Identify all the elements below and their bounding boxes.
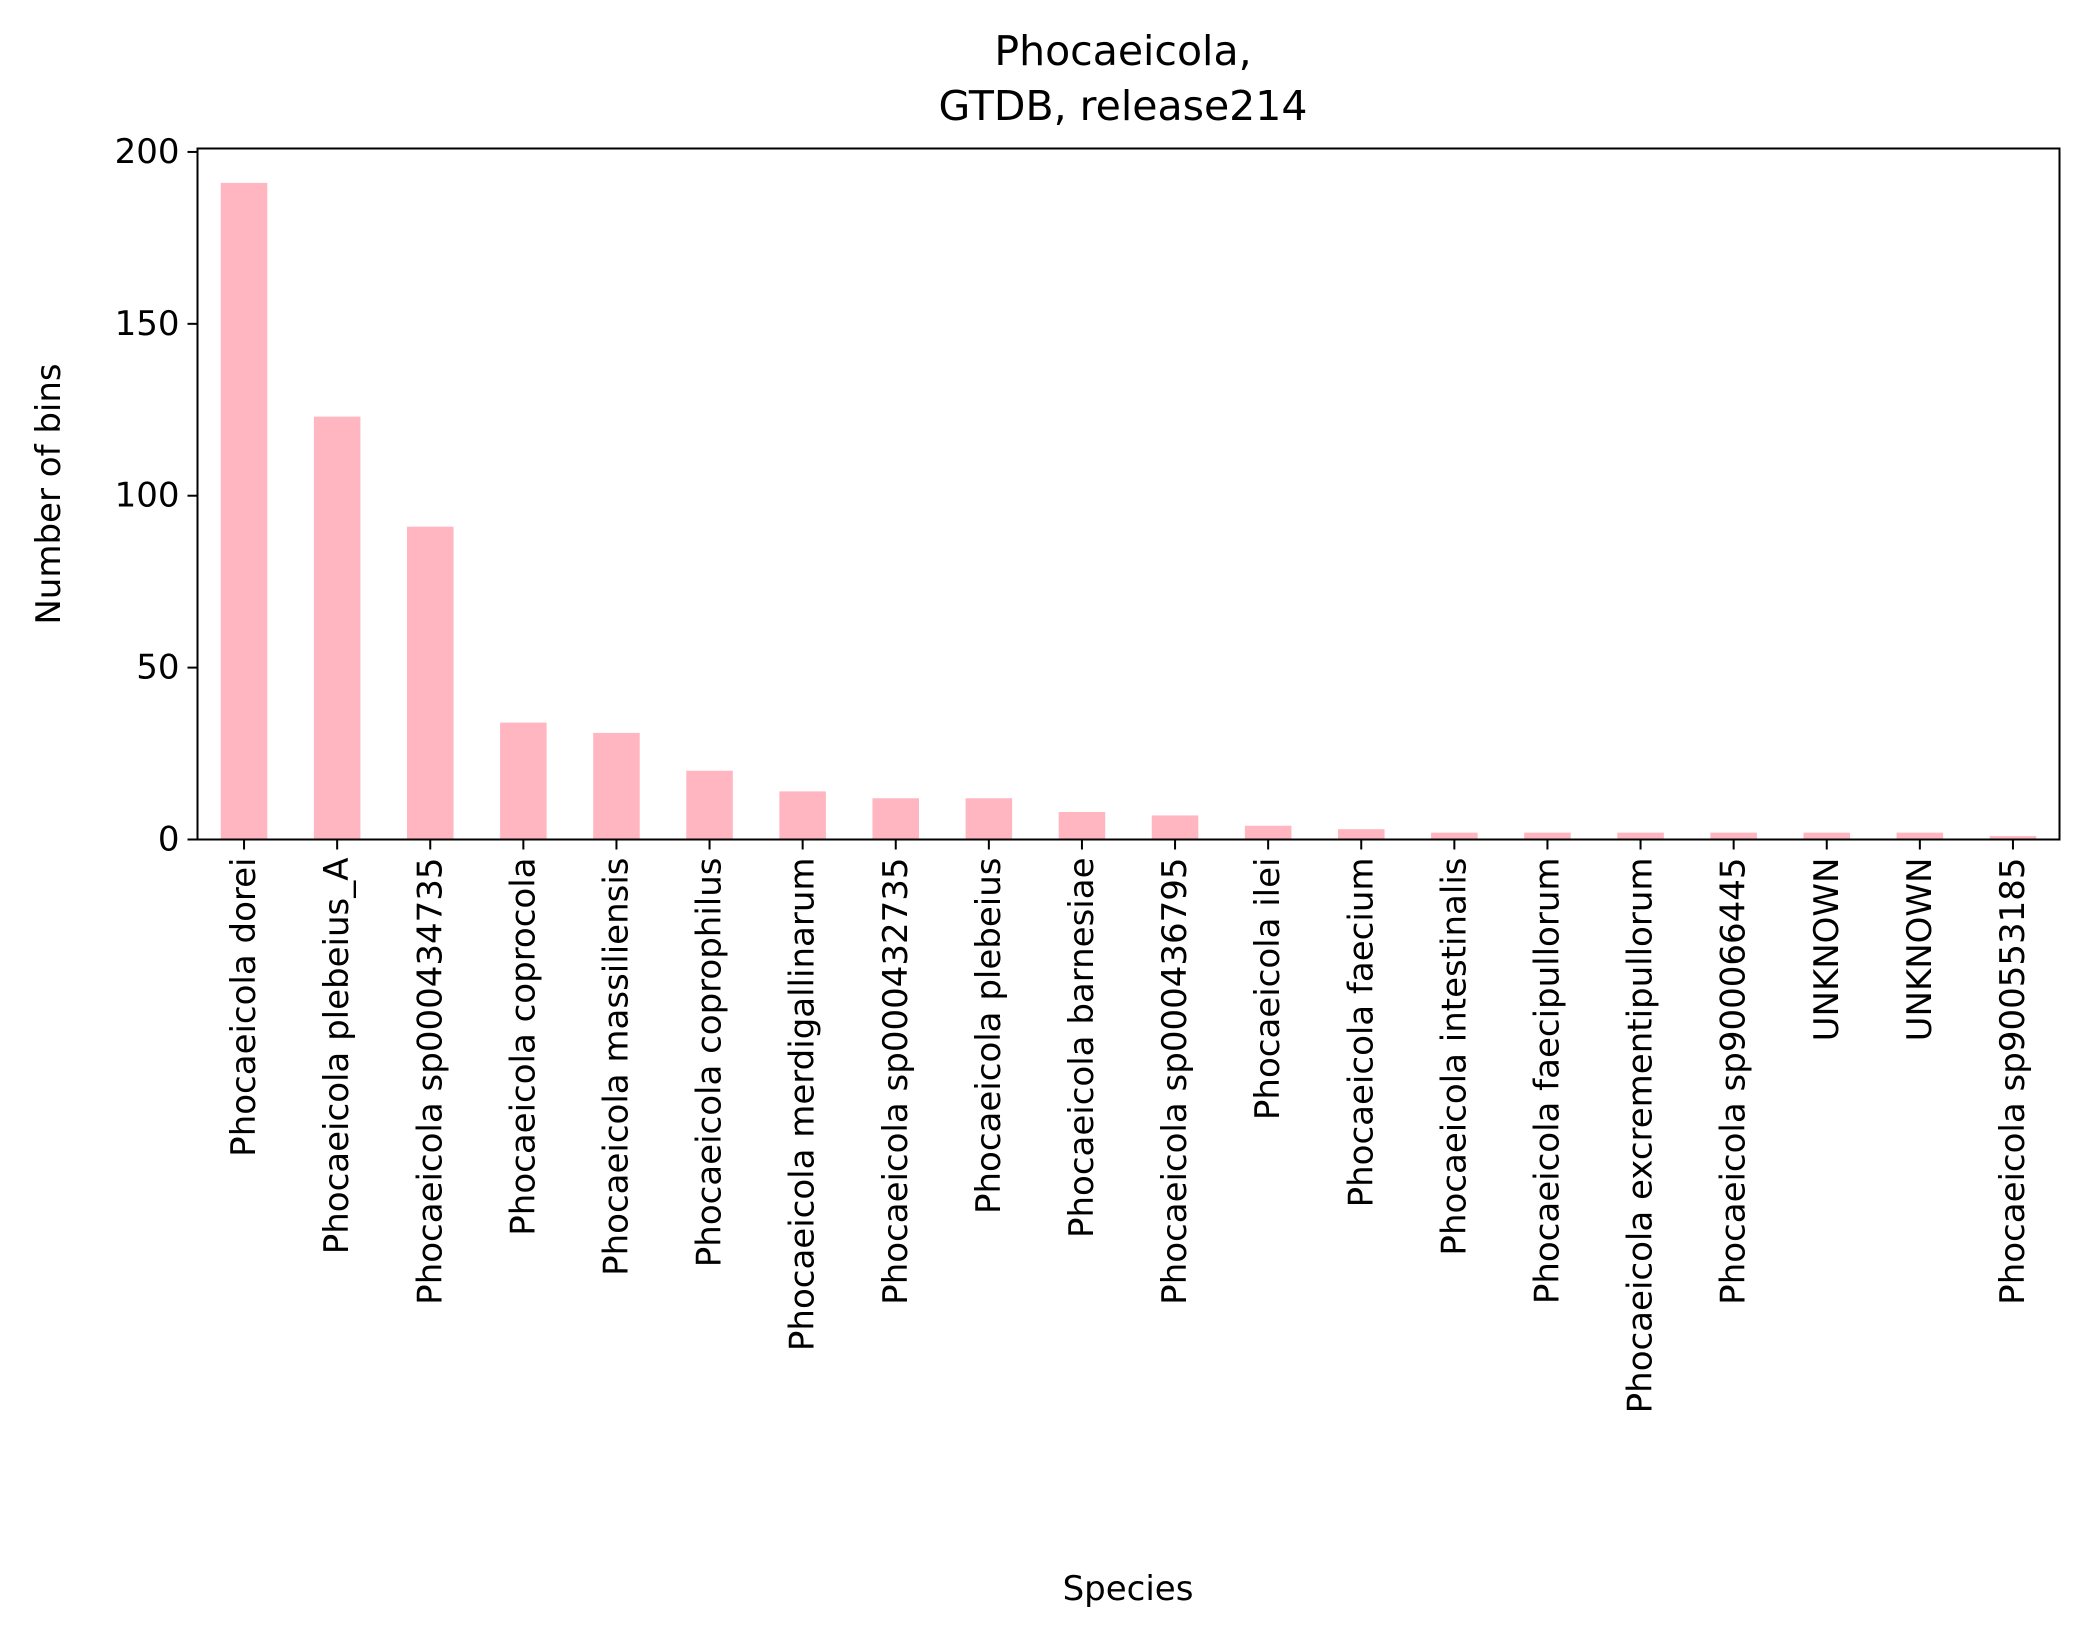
x-tick-label-10: Phocaeicola barnesiae (1062, 858, 1102, 1239)
bar-14 (1431, 832, 1478, 840)
x-tick-label-2: Phocaeicola plebeius_A (317, 858, 357, 1255)
x-tick-label-1: Phocaeicola dorei (224, 858, 264, 1157)
bar-20 (1989, 836, 2037, 840)
y-tick-label-150: 150 (115, 304, 180, 344)
bar-18 (1803, 832, 1851, 840)
bar-19 (1896, 832, 1944, 840)
y-axis: 0 50 100 150 200 (115, 132, 198, 860)
x-tick-label-15: Phocaeicola faecipullorum (1527, 858, 1567, 1305)
bar-5 (593, 732, 640, 840)
x-tick-label-20: Phocaeicola sp900553185 (1993, 858, 2033, 1305)
chart-title-line-2: GTDB, release214 (939, 82, 1308, 130)
x-tick-label-4: Phocaeicola coprocola (503, 858, 543, 1236)
bar-9 (965, 798, 1013, 840)
x-tick-label-9: Phocaeicola plebeius (969, 858, 1009, 1215)
bar-10 (1058, 811, 1106, 840)
x-tick-label-7: Phocaeicola merdigallinarum (783, 858, 823, 1352)
x-tick-label-17: Phocaeicola sp900066445 (1714, 858, 1754, 1305)
y-tick-label-50: 50 (136, 648, 179, 688)
bar-3 (406, 526, 454, 840)
bar-12 (1244, 825, 1292, 840)
x-tick-label-19: UNKNOWN (1900, 858, 1940, 1042)
chart-title-line-1: Phocaeicola, (994, 27, 1251, 75)
x-tick-label-14: Phocaeicola intestinalis (1434, 858, 1474, 1256)
bar-17 (1710, 832, 1757, 840)
x-axis-label: Species (1063, 1569, 1194, 1609)
plot-frame (196, 147, 2061, 841)
bar-11 (1151, 815, 1199, 840)
x-tick-label-8: Phocaeicola sp000432735 (876, 858, 916, 1305)
x-tick-label-5: Phocaeicola massiliensis (596, 858, 636, 1276)
x-tick-label-13: Phocaeicola faecium (1341, 858, 1381, 1208)
bar-15 (1524, 832, 1571, 840)
bar-13 (1337, 829, 1385, 840)
x-tick-label-3: Phocaeicola sp000434735 (410, 858, 450, 1305)
bar-4 (500, 722, 547, 840)
y-tick-label-0: 0 (158, 820, 180, 860)
bar-16 (1617, 832, 1664, 840)
x-tick-label-16: Phocaeicola excrementipullorum (1621, 858, 1661, 1414)
y-tick-label-200: 200 (115, 132, 180, 172)
y-axis-label: Number of bins (29, 363, 69, 624)
bar-7 (779, 791, 826, 840)
bar-6 (686, 770, 733, 840)
x-tick-label-11: Phocaeicola sp000436795 (1155, 858, 1195, 1305)
x-tick-label-18: UNKNOWN (1807, 858, 1847, 1042)
x-tick-label-12: Phocaeicola ilei (1248, 858, 1288, 1121)
x-tick-label-6: Phocaeicola coprophilus (690, 858, 730, 1268)
bar-1 (220, 182, 268, 840)
y-tick-label-100: 100 (115, 476, 180, 516)
bar-8 (872, 798, 920, 840)
bar-2 (313, 416, 361, 840)
x-axis: Phocaeicola dorei Phocaeicola plebeius_A P… (224, 839, 2033, 1414)
bars-group (220, 182, 2037, 840)
